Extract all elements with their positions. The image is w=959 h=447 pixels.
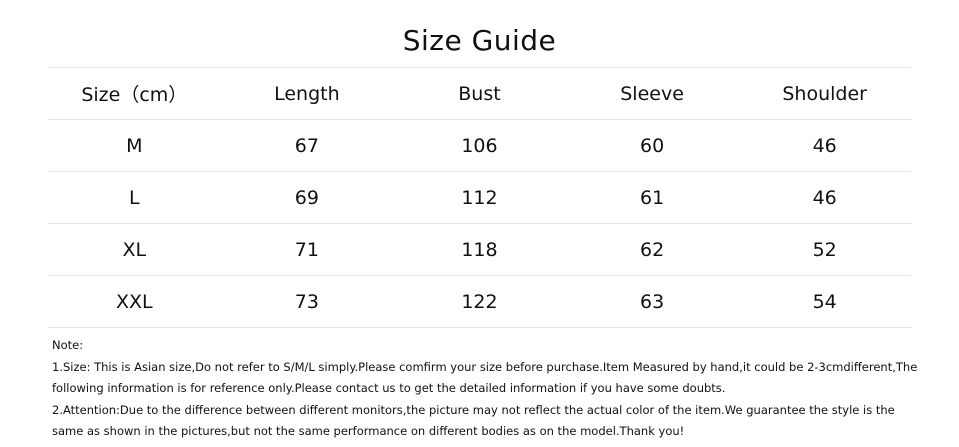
- table-cell: 46: [738, 171, 911, 224]
- table-cell: 71: [220, 223, 394, 276]
- table-cell: 67: [220, 119, 394, 172]
- table-row: XL 71 118 62 52: [48, 223, 911, 276]
- size-table: Size（cm） Length Bust Sleeve Shoulder M 6…: [48, 67, 911, 328]
- table-row: M 67 106 60 46: [48, 119, 911, 172]
- note-line: same as shown in the pictures,but not th…: [52, 424, 685, 438]
- table-cell: 69: [220, 171, 394, 224]
- header-cell: Shoulder: [738, 67, 911, 120]
- notes-heading: Note:: [52, 338, 84, 352]
- note-line: 2.Attention:Due to the difference betwee…: [52, 402, 895, 417]
- notes: Note: 1.Size: This is Asian size,Do not …: [52, 335, 917, 443]
- header-cell: Sleeve: [565, 67, 739, 120]
- note-line: following information is for reference o…: [52, 381, 726, 395]
- table-cell: M: [48, 119, 221, 172]
- header-cell: Size（cm）: [48, 67, 221, 120]
- table-cell: 52: [738, 223, 911, 276]
- table-cell: 61: [565, 171, 739, 224]
- table-cell: 118: [393, 223, 566, 276]
- header-cell: Bust: [393, 67, 566, 120]
- table-cell: 112: [393, 171, 566, 224]
- table-header-row: Size（cm） Length Bust Sleeve Shoulder: [48, 67, 911, 120]
- table-cell: XXL: [48, 275, 221, 328]
- table-cell: 106: [393, 119, 566, 172]
- table-cell: 60: [565, 119, 739, 172]
- table-cell: L: [48, 171, 221, 224]
- table-cell: 46: [738, 119, 911, 172]
- table-cell: 62: [565, 223, 739, 276]
- table-cell: XL: [48, 223, 221, 276]
- table-cell: 54: [738, 275, 911, 328]
- table-row: XXL 73 122 63 54: [48, 275, 911, 328]
- table-cell: 122: [393, 275, 566, 328]
- note-line: 1.Size: This is Asian size,Do not refer …: [52, 359, 918, 374]
- table-cell: 73: [220, 275, 394, 328]
- header-cell: Length: [220, 67, 394, 120]
- page-title: Size Guide: [402, 24, 557, 57]
- table-cell: 63: [565, 275, 739, 328]
- table-row: L 69 112 61 46: [48, 171, 911, 224]
